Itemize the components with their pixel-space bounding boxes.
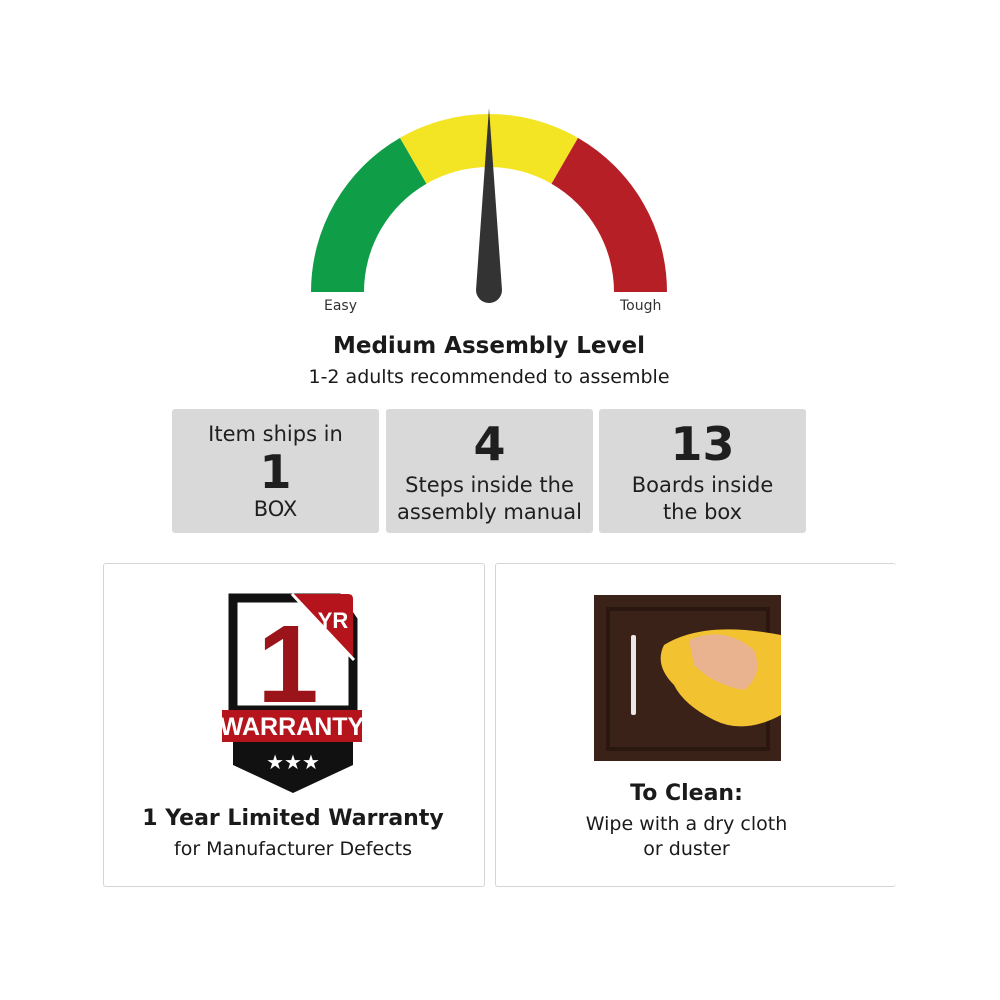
stat-label: the box [662, 500, 743, 524]
stat-value: 13 [670, 417, 735, 471]
stat-value: 4 [473, 417, 506, 471]
badge-warranty-text: WARRANTY [220, 713, 365, 741]
badge-number-text: 1 [257, 603, 318, 726]
cleaning-title: To Clean: [630, 781, 743, 806]
assembly-level-subtitle: 1-2 adults recommended to assemble [308, 366, 670, 388]
stat-assembly-steps: 4 Steps inside the assembly manual [386, 409, 593, 533]
gauge-label-tough: Tough [620, 298, 662, 314]
gauge-segment-tough [551, 137, 667, 292]
cleaning-card [495, 563, 896, 887]
stat-label: Boards inside [631, 473, 774, 497]
cleaning-instruction-line-2: or duster [643, 838, 730, 860]
warranty-card [103, 563, 485, 887]
gauge-label-easy: Easy [324, 298, 358, 314]
warranty-badge-icon: YR 1 WARRANTY ★★★ [220, 592, 365, 793]
svg-text:★★★: ★★★ [266, 750, 320, 774]
stat-value: 1 [259, 445, 292, 499]
cleaning-instruction-line-1: Wipe with a dry cloth [585, 813, 788, 835]
assembly-level-title: Medium Assembly Level [332, 333, 645, 359]
stat-boxes-shipped: Item ships in 1 BOX [172, 409, 379, 533]
gauge-segment-easy [311, 137, 427, 292]
cleaning-photo [594, 595, 781, 761]
assembly-gauge [311, 108, 667, 303]
badge-unit-text: YR [318, 608, 349, 633]
stat-boards-count: 13 Boards inside the box [599, 409, 806, 533]
stat-label: Item ships in [208, 422, 343, 446]
warranty-title: 1 Year Limited Warranty [142, 806, 444, 831]
stat-label: BOX [253, 497, 298, 521]
warranty-subtitle: for Manufacturer Defects [174, 838, 412, 860]
stat-label: Steps inside the [405, 473, 574, 497]
gauge-needle [476, 108, 502, 303]
stat-label: assembly manual [396, 500, 583, 524]
